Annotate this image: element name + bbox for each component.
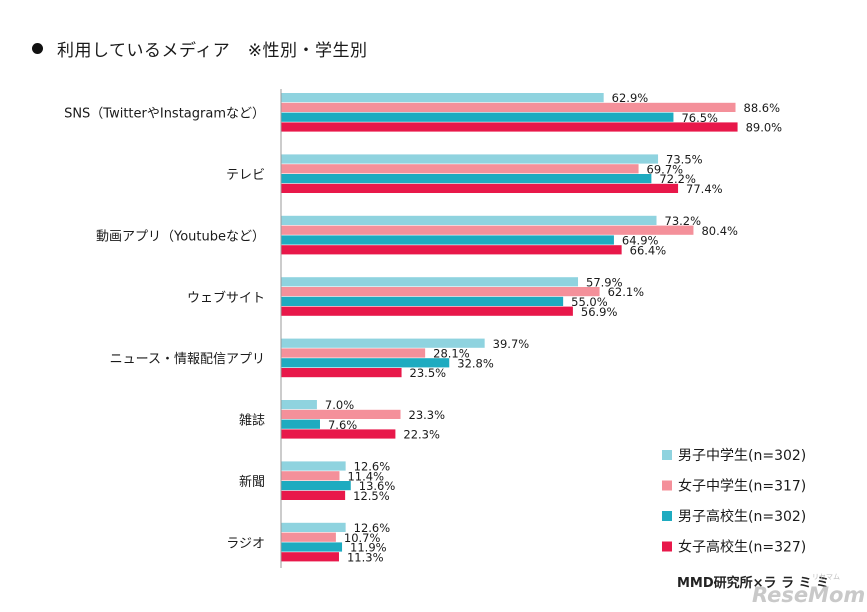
bar-value-label: 66.4% — [630, 243, 667, 257]
bar-value-label: 56.9% — [581, 305, 618, 319]
bar — [281, 102, 736, 112]
bar — [281, 296, 564, 306]
bar-value-label: 11.4% — [347, 469, 384, 483]
bar-value-label: 12.5% — [353, 489, 390, 503]
legend-label: 女子中学生(n=317) — [678, 478, 806, 495]
bar-value-label: 7.6% — [328, 418, 357, 432]
bar — [281, 225, 694, 235]
bar-value-label: 55.0% — [571, 295, 608, 309]
category-label: テレビ — [226, 168, 265, 183]
bar — [281, 481, 351, 491]
category-label: ラジオ — [226, 536, 265, 551]
bar — [281, 358, 450, 368]
bar — [281, 215, 657, 225]
bar — [281, 306, 573, 316]
legend: 男子中学生(n=302) 女子中学生(n=317) 男子高校生(n=302) 女子高校… — [662, 448, 806, 556]
bar — [281, 419, 320, 429]
source-credit: MMD研究所×ラ ラ ミ ミ — [677, 576, 830, 591]
bar — [281, 348, 426, 358]
bar-group — [281, 93, 738, 562]
bar-value-label: 57.9% — [586, 275, 623, 289]
bar-value-label: 62.9% — [612, 91, 649, 105]
bar — [281, 522, 346, 532]
bar — [281, 400, 317, 410]
bar — [281, 154, 659, 164]
bar — [281, 368, 402, 378]
bar-value-label: 28.1% — [433, 347, 470, 361]
bar-value-label: 62.1% — [608, 285, 645, 299]
bar — [281, 164, 639, 174]
category-label: ウェブサイト — [187, 290, 265, 306]
bar — [281, 174, 652, 184]
bar — [281, 235, 614, 245]
bar-value-label: 73.5% — [666, 153, 703, 167]
bar — [281, 338, 485, 348]
bar — [281, 490, 346, 500]
bar-value-label: 7.0% — [325, 398, 354, 412]
bar — [281, 287, 600, 297]
bar-value-label: 12.6% — [354, 460, 391, 474]
bar-value-label: 23.5% — [410, 366, 447, 380]
category-label: 動画アプリ（Youtubeなど） — [96, 229, 265, 244]
bar — [281, 112, 674, 122]
chart-title: 利用しているメディア ※性別・学生別 — [32, 36, 368, 61]
data-labels: 62.9% 88.6% 76.5% 89.0% 73.5%69.7%72.2%77.4%… — [325, 91, 782, 564]
bar — [281, 461, 346, 471]
bar — [281, 532, 336, 542]
bar — [281, 93, 604, 103]
bar-value-label: 11.3% — [347, 550, 384, 564]
legend-label: 女子高校生(n=327) — [678, 539, 806, 556]
bar — [281, 429, 396, 439]
bar-value-label: 11.9% — [350, 541, 387, 555]
category-label: 雑誌 — [239, 413, 265, 429]
legend-swatch — [662, 511, 672, 521]
bar-value-label: 22.3% — [403, 428, 440, 442]
bar-value-label: 32.8% — [457, 356, 494, 370]
bar-value-label: 88.6% — [744, 101, 781, 115]
bar-value-label: 76.5% — [681, 111, 718, 125]
legend-swatch — [662, 450, 672, 460]
bar — [281, 122, 738, 132]
category-label: SNS（TwitterやInstagramなど） — [64, 107, 265, 122]
bar — [281, 183, 679, 193]
bar-value-label: 10.7% — [344, 531, 381, 545]
category-label: ニュース・情報配信アプリ — [110, 352, 265, 367]
bar-value-label: 69.7% — [647, 162, 684, 176]
bar-value-label: 80.4% — [701, 224, 738, 238]
bar-value-label: 13.6% — [359, 479, 396, 493]
bar-value-label: 89.0% — [746, 121, 783, 135]
category-label: 新聞 — [239, 474, 265, 490]
watermark-logo: ReseMom — [752, 583, 866, 607]
bar-value-label: 72.2% — [659, 172, 696, 186]
legend-label: 男子高校生(n=302) — [678, 508, 806, 525]
bar — [281, 245, 622, 255]
bar — [281, 409, 401, 419]
bar-value-label: 39.7% — [493, 337, 530, 351]
bar — [281, 552, 339, 562]
bar-value-label: 64.9% — [622, 234, 659, 248]
bar-value-label: 12.6% — [354, 521, 391, 535]
bar — [281, 542, 343, 552]
title-bullet-icon — [32, 43, 43, 54]
watermark-subtext: リセマム — [812, 573, 840, 581]
bar — [281, 277, 579, 287]
legend-label: 男子中学生(n=302) — [678, 448, 806, 464]
category-labels: SNS（TwitterやInstagramなど） テレビ動画アプリ（Youtube… — [64, 107, 265, 552]
bar-value-label: 73.2% — [665, 214, 702, 228]
chart-title-text: 利用しているメディア ※性別・学生別 — [57, 41, 368, 61]
legend-swatch — [662, 480, 672, 491]
bar — [281, 471, 340, 481]
legend-swatch — [662, 541, 672, 552]
bar-value-label: 77.4% — [686, 182, 723, 196]
bar-value-label: 23.3% — [409, 408, 446, 422]
